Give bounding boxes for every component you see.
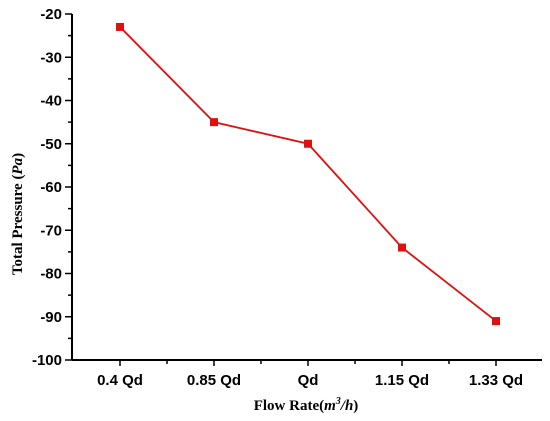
x-tick-label: 1.33 Qd — [469, 372, 523, 389]
y-tick-label: -70 — [40, 222, 62, 239]
y-tick-label: -20 — [40, 6, 62, 23]
y-axis-ticks: -20 -30 -40 -50 -60 -70 -80 -90 -100 — [32, 6, 72, 369]
x-tick-label: Qd — [298, 372, 319, 389]
x-axis-title: Flow Rate(m3/h) — [254, 396, 359, 414]
data-point-marker — [210, 118, 218, 127]
data-point-marker — [116, 22, 124, 31]
y-tick-label: -50 — [40, 136, 62, 153]
data-point-marker — [492, 317, 500, 326]
x-tick-label: 0.85 Qd — [187, 372, 241, 389]
data-point-marker — [304, 139, 312, 148]
y-tick-label: -40 — [40, 93, 62, 110]
y-tick-label: -90 — [40, 309, 62, 326]
y-tick-label: -80 — [40, 266, 62, 283]
y-tick-label: -100 — [32, 352, 62, 369]
y-tick-label: -60 — [40, 179, 62, 196]
x-tick-label: 0.4 Qd — [97, 372, 143, 389]
series-line — [119, 26, 497, 322]
y-axis-title: Total Pressure (Pa) — [10, 153, 26, 275]
x-tick-label: 1.15 Qd — [375, 372, 429, 389]
data-point-marker — [398, 243, 406, 252]
series-group — [116, 22, 500, 326]
axes — [71, 14, 542, 361]
y-tick-label: -30 — [40, 49, 62, 66]
x-axis-ticks: 0.4 Qd 0.85 Qd Qd 1.15 Qd 1.33 Qd — [97, 360, 523, 389]
